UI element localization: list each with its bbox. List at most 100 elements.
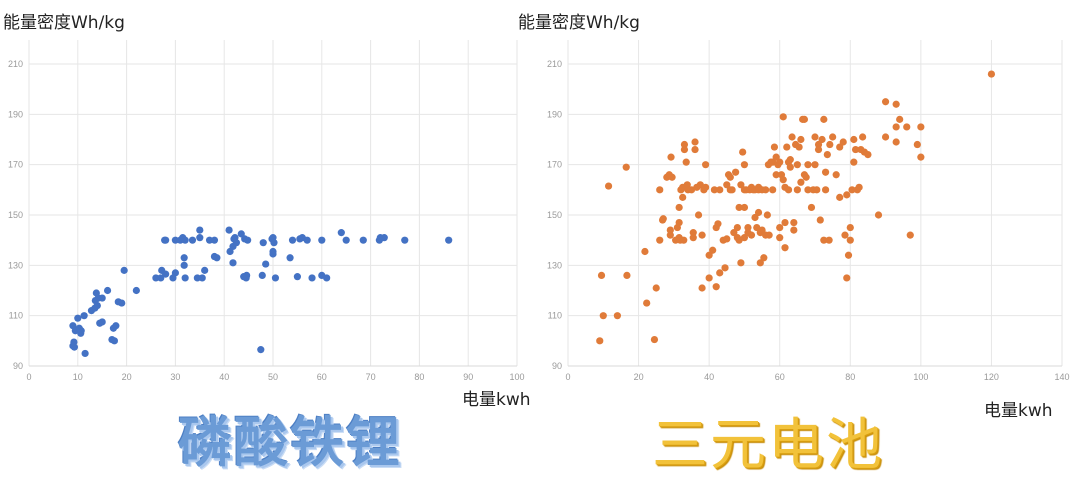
data-point [666,231,674,239]
y-tick-label: 190 [547,109,562,119]
data-point [656,236,664,244]
data-point [864,151,872,159]
data-point [262,260,270,268]
data-point [237,230,245,238]
data-point [271,274,280,282]
x-tick-label: 70 [366,372,376,382]
data-point [723,181,731,189]
data-point [269,247,277,256]
data-point [841,231,849,239]
y-tick-label: 130 [547,260,562,270]
data-point [804,186,812,194]
data-point [740,203,749,212]
data-point [987,70,996,78]
ncm-chart-title: 三元电池 [652,413,884,478]
x-tick-label: 40 [704,372,714,382]
data-point [906,231,914,239]
data-point [811,161,819,169]
data-point [788,133,796,141]
data-point [739,148,747,156]
data-point [781,218,789,227]
y-axis-label: 能量密度Wh/kg [518,13,640,33]
data-point [793,161,801,169]
data-point [98,318,106,326]
data-point [790,226,798,234]
data-point [132,286,140,295]
data-point [772,153,780,161]
data-point [800,115,809,123]
x-axis-label: 电量kwh [462,390,531,410]
data-point [675,203,683,212]
y-tick-label: 170 [8,160,23,170]
data-point [760,254,768,262]
data-point [243,271,251,279]
data-point [679,193,687,201]
data-point [74,314,82,322]
ncm-scatter-plot: 0 20 40 60 80 100 120 140 90 110 130 150 170 190 210 [547,40,1070,382]
data-point [797,178,805,186]
y-tick-label: 150 [547,210,562,220]
data-point [747,231,756,239]
data-point [181,236,189,244]
data-point [691,145,699,154]
data-point [836,193,844,201]
data-point [846,223,854,232]
y-tick-label: 190 [8,109,23,119]
data-point [689,234,697,242]
x-tick-label: 100 [509,372,524,382]
data-point [188,236,197,244]
data-point [98,294,106,302]
data-point [740,234,749,242]
data-point [804,161,812,169]
data-point [843,191,851,199]
data-point [656,186,664,194]
data-point [903,123,911,131]
data-point [258,271,266,279]
data-point [668,173,676,181]
data-point [659,215,667,223]
data-point [850,158,858,166]
data-point [851,145,860,154]
data-point [691,138,699,146]
data-point [892,100,900,108]
data-point [675,218,683,227]
x-tick-label: 0 [26,372,31,382]
data-point [323,274,331,282]
x-tick-label: 140 [1054,372,1069,382]
data-point [751,213,759,222]
data-point [716,269,724,277]
data-point [270,239,278,247]
y-tick-label: 90 [13,361,23,371]
data-point [709,246,717,254]
data-point [779,176,787,184]
data-point [689,229,697,237]
data-point [198,274,206,282]
data-point [702,161,710,169]
data-point [836,143,844,151]
data-point [772,171,780,179]
data-point [680,145,689,154]
x-tick-label: 50 [268,372,278,382]
data-point [712,283,720,291]
data-point [786,156,794,164]
data-point [721,264,729,272]
data-point [80,312,88,320]
data-point [288,236,297,244]
data-point [892,138,900,146]
data-point [641,247,649,256]
data-point [93,302,101,310]
data-point [225,226,233,234]
data-point [730,229,738,237]
lfp-chart-panel: 能量密度Wh/kg 0 10 20 30 40 50 60 70 80 90 100 90 110 130… [0,0,540,474]
data-point [795,143,803,151]
x-tick-label: 100 [913,372,928,382]
data-point [359,236,367,244]
data-point [754,208,763,217]
data-point [917,153,925,161]
lfp-scatter-plot: 0 10 20 30 40 50 60 70 80 90 100 90 110 130 150 170 190 2… [8,40,525,382]
data-point [843,274,851,282]
data-point [171,269,179,277]
data-point [118,299,126,307]
data-point [303,236,311,244]
data-point [597,271,606,279]
